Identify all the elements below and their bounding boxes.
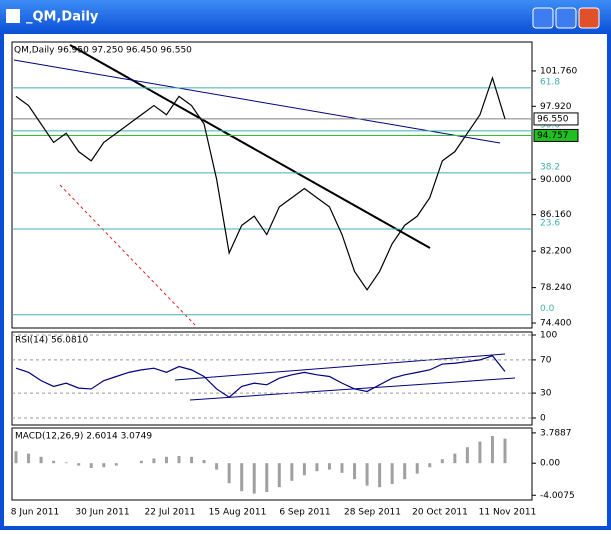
y-tick-label: 90.000: [540, 175, 572, 185]
x-tick-label: 15 Aug 2011: [209, 508, 267, 518]
histogram-bar: [227, 463, 231, 484]
y-tick-label: 78.240: [540, 283, 572, 293]
macd-panel: [11, 427, 533, 501]
y-tick-label: 101.760: [540, 66, 577, 76]
histogram-bar: [453, 453, 457, 464]
histogram-bar: [353, 463, 357, 480]
y-tick-label: 82.200: [540, 247, 572, 257]
series-line: [15, 75, 506, 291]
histogram-bar: [290, 463, 294, 481]
maximize-button[interactable]: [555, 7, 577, 29]
title-bar: [0, 0, 611, 34]
fib-label: 23.6: [540, 219, 560, 229]
x-tick-label: 20 Oct 2011: [412, 508, 468, 518]
x-tick-label: 8 Jun 2011: [11, 508, 59, 518]
rsi-panel: [11, 331, 533, 426]
price-tag-label: 94.757: [537, 131, 569, 141]
fib-line: [59, 184, 196, 326]
histogram-bar: [302, 463, 306, 476]
histogram-bar: [390, 463, 394, 484]
histogram-bar: [202, 460, 206, 464]
histogram-bar: [465, 447, 469, 464]
y-tick-label: 74.400: [540, 319, 572, 329]
y-tick-label: 0.00: [540, 459, 560, 469]
histogram-bar: [315, 463, 319, 472]
histogram-bar: [152, 458, 156, 464]
histogram-bar: [89, 463, 93, 468]
x-tick-label: 30 Jun 2011: [75, 508, 129, 518]
histogram-bar: [102, 463, 106, 468]
histogram-bar: [64, 462, 68, 464]
histogram-bar: [378, 463, 382, 488]
histogram-bar: [415, 463, 419, 474]
window-buttons: [532, 7, 600, 29]
y-tick-label: 86.160: [540, 210, 572, 220]
histogram-bar: [27, 453, 31, 464]
series-line: [15, 355, 506, 399]
close-button[interactable]: [578, 7, 600, 29]
app-icon: [6, 9, 20, 23]
histogram-bar: [77, 463, 81, 466]
histogram-bar: [428, 463, 432, 468]
histogram-bar: [215, 463, 219, 470]
channel-line: [174, 353, 506, 381]
minimize-button[interactable]: [532, 7, 554, 29]
y-tick-label: 100: [540, 331, 557, 341]
fib-label: 61.8: [540, 77, 560, 87]
histogram-bar: [114, 463, 118, 466]
price-panel: [11, 41, 533, 329]
histogram-bar: [403, 463, 407, 480]
y-tick-label: 0: [540, 414, 546, 424]
histogram-bar: [503, 438, 507, 464]
histogram-bar: [277, 463, 281, 488]
histogram-bar: [340, 463, 344, 473]
histogram-bar: [478, 441, 482, 464]
histogram-bar: [139, 460, 143, 464]
price-tag-label: 96.550: [537, 114, 569, 124]
client-area: [4, 34, 607, 526]
price-tag: [533, 128, 579, 142]
rsi-title: RSI(14) 56.0810: [15, 336, 88, 346]
window-title: _QM,Daily: [26, 10, 99, 25]
y-tick-label: -4.0075: [540, 491, 575, 501]
x-tick-label: 28 Sep 2011: [344, 508, 401, 518]
price-title: QM,Daily 96.950 97.250 96.450 96.550: [14, 46, 192, 56]
y-tick-label: 70: [540, 355, 552, 365]
x-tick-label: 11 Nov 2011: [479, 508, 537, 518]
fib-label: 38.2: [540, 162, 560, 172]
histogram-bar: [490, 436, 494, 464]
histogram-bar: [190, 456, 194, 464]
histogram-bar: [177, 456, 181, 464]
histogram-bar: [52, 460, 56, 464]
trend-line: [13, 59, 501, 144]
y-tick-label: 30: [540, 389, 552, 399]
x-tick-label: 6 Sep 2011: [279, 508, 330, 518]
histogram-bar: [440, 459, 444, 464]
x-tick-label: 22 Jul 2011: [145, 508, 196, 518]
price-tag: [533, 112, 579, 126]
fib-label: 0.0: [540, 304, 555, 314]
histogram-bar: [14, 451, 18, 464]
trend-line: [69, 44, 431, 249]
channel-line: [189, 377, 516, 401]
y-tick-label: 3.7887: [540, 428, 572, 438]
histogram-bar: [365, 463, 369, 486]
histogram-bar: [39, 456, 43, 464]
y-tick-label: 97.920: [540, 102, 572, 112]
histogram-bar: [164, 456, 168, 464]
histogram-bar: [327, 463, 331, 470]
histogram-bar: [265, 463, 269, 492]
histogram-bar: [252, 463, 256, 494]
histogram-bar: [240, 463, 244, 492]
macd-title: MACD(12,26,9) 2.6014 3.0749: [15, 432, 152, 442]
